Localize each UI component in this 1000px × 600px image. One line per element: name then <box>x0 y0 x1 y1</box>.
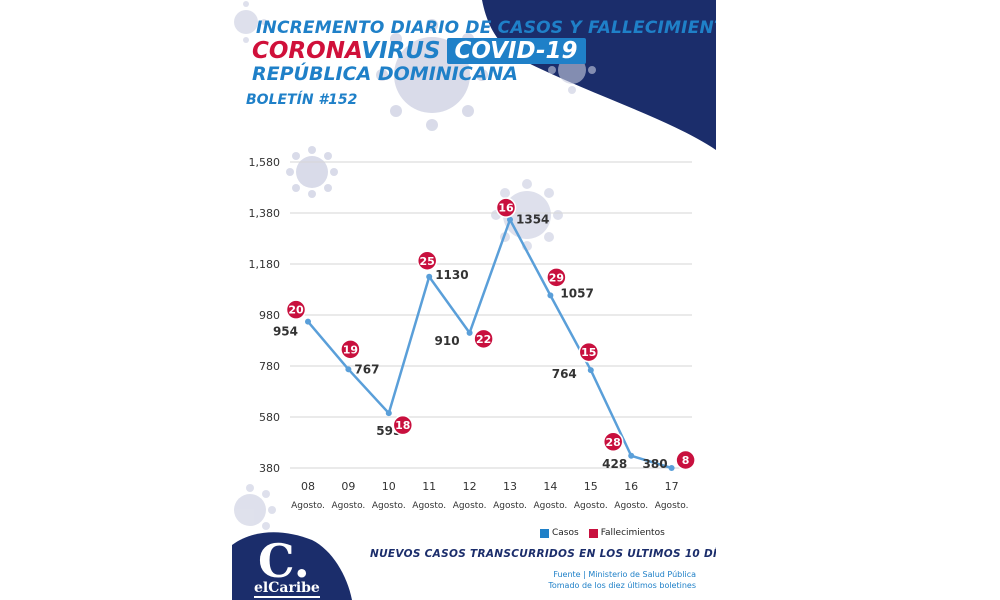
virus-icon <box>234 1 267 43</box>
legend-item-fallecimientos: Fallecimientos <box>588 528 665 538</box>
data-label-casos: 910 <box>435 334 460 348</box>
legend-swatch-casos <box>540 528 549 538</box>
virus-icon <box>234 484 276 530</box>
death-bubble <box>473 328 494 350</box>
data-point-casos <box>466 329 473 336</box>
title-corona: CORONA <box>252 38 362 64</box>
infographic-poster: INCREMENTO DIARIO DE CASOS Y FALLECIMIEN… <box>232 0 716 600</box>
y-tick-label: 580 <box>259 411 280 424</box>
series-line-casos <box>307 218 672 470</box>
data-label-casos: 767 <box>354 362 379 376</box>
x-tick-label: 11 <box>422 480 436 493</box>
x-tick-label: 08 <box>301 480 315 493</box>
y-tick-label: 1,580 <box>249 156 281 169</box>
x-tick-label: 14 <box>543 480 557 493</box>
data-point-casos <box>547 292 554 299</box>
y-tick-label: 1,380 <box>249 207 281 220</box>
footer-subtitle: NUEVOS CASOS TRANSCURRIDOS EN LOS ULTIMO… <box>370 548 716 560</box>
data-label-fallecimientos: 8 <box>682 454 690 467</box>
bottom-left-navy-wave <box>232 532 352 600</box>
title-line-1: INCREMENTO DIARIO DE CASOS Y FALLECIMIEN… <box>256 18 716 38</box>
data-point-casos <box>587 367 594 374</box>
data-label-fallecimientos: 22 <box>476 333 491 346</box>
data-label-fallecimientos: 28 <box>606 436 621 449</box>
death-bubble <box>675 449 696 471</box>
data-label-fallecimientos: 15 <box>581 346 596 359</box>
x-tick-label: 17 <box>665 480 679 493</box>
virus-icon <box>286 146 338 198</box>
data-point-casos <box>507 216 513 223</box>
x-tick-label: 15 <box>584 480 598 493</box>
title-covid-badge: COVID-19 <box>446 38 586 64</box>
data-point-casos <box>385 410 392 417</box>
bulletin-number: BOLETÍN #152 <box>246 92 358 108</box>
x-tick-sublabel: Agosto. <box>331 501 365 511</box>
x-tick-sublabel: Agosto. <box>291 501 325 511</box>
death-bubble <box>392 414 414 436</box>
data-label-casos: 1057 <box>560 286 593 300</box>
data-label-fallecimientos: 18 <box>395 419 410 432</box>
y-tick-label: 1,180 <box>249 258 281 271</box>
x-tick-sublabel: Agosto. <box>533 501 567 511</box>
x-tick-sublabel: Agosto. <box>614 501 648 511</box>
legend-item-casos: Casos <box>540 528 579 538</box>
y-tick-label: 980 <box>259 309 280 322</box>
data-label-fallecimientos: 16 <box>498 202 514 215</box>
legend-swatch-fallecimientos <box>588 528 598 538</box>
line-chart: 380 580 780 980 1,180 1,380 1,580 08 Agosto. 09 Ag… <box>249 156 696 511</box>
data-label-fallecimientos: 29 <box>549 271 564 284</box>
source-line-1: Fuente | Ministerio de Salud Pública <box>553 570 696 579</box>
data-point-casos <box>668 465 675 471</box>
data-label-casos: 1354 <box>516 213 549 227</box>
x-tick-sublabel: Agosto. <box>453 501 487 511</box>
x-tick-sublabel: Agosto. <box>493 501 527 511</box>
y-tick-label: 780 <box>259 360 280 373</box>
source-line-2: Tomado de los diez últimos boletines <box>548 581 696 590</box>
title-country: REPÚBLICA DOMINICANA <box>252 63 519 85</box>
x-tick-label: 10 <box>382 480 396 493</box>
data-label-casos: 380 <box>643 457 668 471</box>
data-label-fallecimientos: 20 <box>288 304 304 317</box>
x-tick-label: 12 <box>463 480 477 493</box>
x-tick-sublabel: Agosto. <box>655 501 689 511</box>
title-virus: VIRUS <box>361 38 441 64</box>
data-point-casos <box>345 366 352 373</box>
logo-brand: elCaribe <box>254 580 320 598</box>
legend-label-casos: Casos <box>552 528 579 538</box>
death-bubble <box>546 267 567 288</box>
x-tick-label: 16 <box>624 480 638 493</box>
legend-label-fallecimientos: Fallecimientos <box>600 528 665 538</box>
x-tick-sublabel: Agosto. <box>574 501 608 511</box>
death-bubble <box>602 431 624 453</box>
death-bubble <box>285 299 307 320</box>
title-line-2: CORONAVIRUS COVID-19 <box>252 38 586 64</box>
x-tick-sublabel: Agosto. <box>372 501 406 511</box>
x-tick-sublabel: Agosto. <box>412 501 446 511</box>
data-label-casos: 428 <box>602 457 627 471</box>
data-point-casos <box>628 452 635 459</box>
chart-legend: Casos Fallecimientos <box>540 528 675 538</box>
data-label-fallecimientos: 19 <box>343 343 358 356</box>
data-point-casos <box>305 318 311 325</box>
death-bubble <box>578 341 600 363</box>
x-tick-label: 09 <box>341 480 355 493</box>
data-label-fallecimientos: 25 <box>420 255 435 268</box>
elcaribe-logo: C. elCaribe <box>250 534 320 600</box>
x-tick-label: 13 <box>503 480 517 493</box>
death-bubble <box>340 339 361 360</box>
top-right-navy-wave <box>482 0 716 150</box>
death-bubble <box>416 250 438 271</box>
y-tick-label: 380 <box>259 462 280 475</box>
data-point-casos <box>426 273 433 280</box>
death-bubble <box>495 197 517 218</box>
source-note: Fuente | Ministerio de Salud Pública Tom… <box>548 569 696 591</box>
data-label-casos: 1130 <box>435 268 468 282</box>
logo-letter: C. <box>258 534 310 588</box>
data-label-casos: 954 <box>273 325 298 339</box>
data-label-casos: 764 <box>552 367 577 381</box>
